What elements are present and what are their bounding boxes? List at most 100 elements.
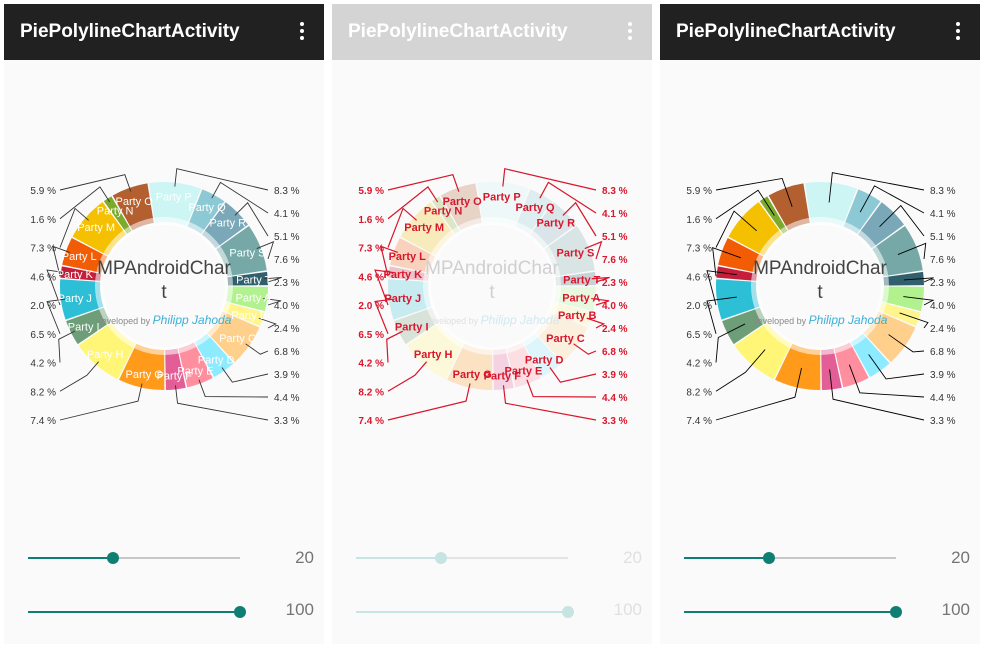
pie-slice-party-g[interactable]: [775, 343, 821, 390]
value-polyline: [712, 247, 742, 277]
pie-slice-party-a[interactable]: [882, 286, 924, 312]
app-bar: PiePolylineChartActivity: [332, 4, 652, 60]
pie-chart[interactable]: MPAndroidChar t developed by Philipp Jahod…: [660, 60, 980, 510]
pie-slice-party-n[interactable]: [103, 196, 132, 234]
value-polyline: [59, 186, 111, 220]
pie-slice-party-t[interactable]: [883, 271, 924, 286]
value-label: 4.0 %: [274, 301, 300, 312]
slice-name-label: Party C: [546, 333, 585, 345]
value-label: 2.0 %: [686, 301, 712, 312]
pie-slice-party-j[interactable]: [716, 279, 760, 320]
value-label: 4.6 %: [30, 272, 56, 283]
value-label: 8.2 %: [686, 387, 712, 398]
value-polyline: [387, 383, 471, 421]
value-polyline: [706, 270, 737, 306]
pie-slice-party-k[interactable]: [388, 266, 430, 281]
value-polyline: [263, 277, 282, 283]
value-polyline: [897, 242, 927, 260]
value-label: 5.1 %: [602, 232, 628, 243]
pie-slice-party-g[interactable]: [447, 343, 493, 390]
pie-slice-party-o[interactable]: [440, 183, 482, 231]
value-polyline: [903, 296, 935, 306]
pie-slice-party-f[interactable]: [165, 348, 186, 390]
value-label: 2.3 %: [930, 278, 956, 289]
seekbar-thumb[interactable]: [890, 606, 902, 618]
pie-slice-party-t[interactable]: [555, 271, 596, 286]
overflow-menu-icon[interactable]: [620, 20, 640, 44]
slice-name-label: Party S: [556, 247, 594, 259]
overflow-menu-icon[interactable]: [292, 20, 312, 44]
y-seekbar[interactable]: [684, 602, 902, 622]
seekbar-thumb[interactable]: [106, 552, 119, 564]
seekbar-fill: [28, 557, 113, 559]
y-seek-value: 100: [941, 600, 970, 619]
slice-name-label: Party P: [156, 192, 192, 204]
x-seekbar[interactable]: [28, 548, 240, 568]
center-credit-author: Philipp Jahoda: [153, 313, 232, 327]
slice-name-label: Party N: [97, 205, 134, 217]
pie-slice-party-d[interactable]: [522, 333, 562, 378]
value-polyline: [502, 167, 597, 191]
pie-slice-party-p[interactable]: [149, 182, 201, 227]
value-polyline: [879, 204, 925, 237]
app-bar: PiePolylineChartActivity: [4, 4, 324, 60]
x-seekbar[interactable]: [684, 548, 896, 568]
seekbar-thumb[interactable]: [562, 606, 574, 618]
pie-slice-party-k[interactable]: [60, 266, 102, 281]
pie-slice-party-e[interactable]: [178, 342, 213, 388]
value-polyline: [46, 269, 65, 306]
pie-slice-party-e[interactable]: [834, 342, 869, 388]
pie-slice-party-q[interactable]: [843, 189, 881, 234]
x-seekbar[interactable]: [356, 548, 568, 568]
pie-slice-party-l[interactable]: [718, 238, 764, 273]
pie-slice-party-p[interactable]: [805, 182, 857, 227]
center-credit: developed by Philipp Jahoda: [97, 313, 232, 327]
pie-slice-party-l[interactable]: [62, 238, 108, 273]
pie-slice-party-l[interactable]: [390, 238, 436, 273]
pie-slice-party-j[interactable]: [59, 279, 104, 320]
pie-slice-party-f[interactable]: [821, 348, 842, 390]
value-label: 4.1 %: [930, 209, 956, 220]
pie-slice-party-p[interactable]: [477, 182, 529, 227]
slice-name-label: Party M: [77, 222, 115, 234]
pie-slice-party-a[interactable]: [554, 286, 596, 312]
pie-slice-party-b[interactable]: [223, 302, 265, 326]
pie-chart[interactable]: MPAndroidChar t developed by Philipp Jahod…: [4, 60, 324, 510]
pie-slice-party-o[interactable]: [768, 183, 810, 231]
pie-slice-party-g[interactable]: [119, 343, 165, 390]
value-label: 6.8 %: [602, 347, 628, 358]
value-label: 3.9 %: [274, 370, 300, 381]
value-label: 8.3 %: [930, 186, 956, 197]
pie-slice-party-e[interactable]: [506, 342, 541, 388]
pie-slice-party-a[interactable]: [226, 286, 268, 312]
seekbar-thumb[interactable]: [434, 552, 447, 564]
pie-slice-party-b[interactable]: [551, 302, 593, 326]
value-polyline: [828, 172, 925, 203]
value-polyline: [263, 298, 282, 306]
transparent-ring: [751, 217, 889, 355]
pie-slice-party-q[interactable]: [187, 189, 225, 234]
pie-slice-party-f[interactable]: [493, 348, 514, 390]
seekbar-thumb[interactable]: [234, 606, 246, 618]
pie-slice-party-d[interactable]: [194, 333, 234, 378]
pie-slice-party-j[interactable]: [388, 279, 432, 320]
pie-slice-party-t[interactable]: [227, 271, 268, 286]
seekbar-thumb[interactable]: [762, 552, 775, 564]
pie-slice-party-i[interactable]: [722, 307, 767, 345]
pie-slice-party-k[interactable]: [716, 266, 758, 281]
value-polyline: [715, 177, 793, 207]
pie-slice-party-i[interactable]: [394, 307, 439, 345]
center-title: MPAndroidChar: [425, 258, 559, 279]
y-seekbar[interactable]: [28, 602, 246, 622]
pie-slice-party-i[interactable]: [66, 307, 111, 345]
pie-slice-party-q[interactable]: [515, 189, 553, 234]
pie-chart[interactable]: MPAndroidChar t developed by Philipp Jahod…: [332, 60, 652, 510]
value-label: 4.2 %: [358, 359, 384, 370]
y-seekbar[interactable]: [356, 602, 574, 622]
pie-slice-party-n[interactable]: [431, 196, 460, 234]
overflow-menu-icon[interactable]: [948, 20, 968, 44]
pie-slice-party-d[interactable]: [850, 333, 890, 378]
pie-slice-party-b[interactable]: [879, 302, 921, 326]
pie-slice-party-o[interactable]: [112, 183, 154, 231]
slice-name-label: Party J: [58, 293, 92, 305]
